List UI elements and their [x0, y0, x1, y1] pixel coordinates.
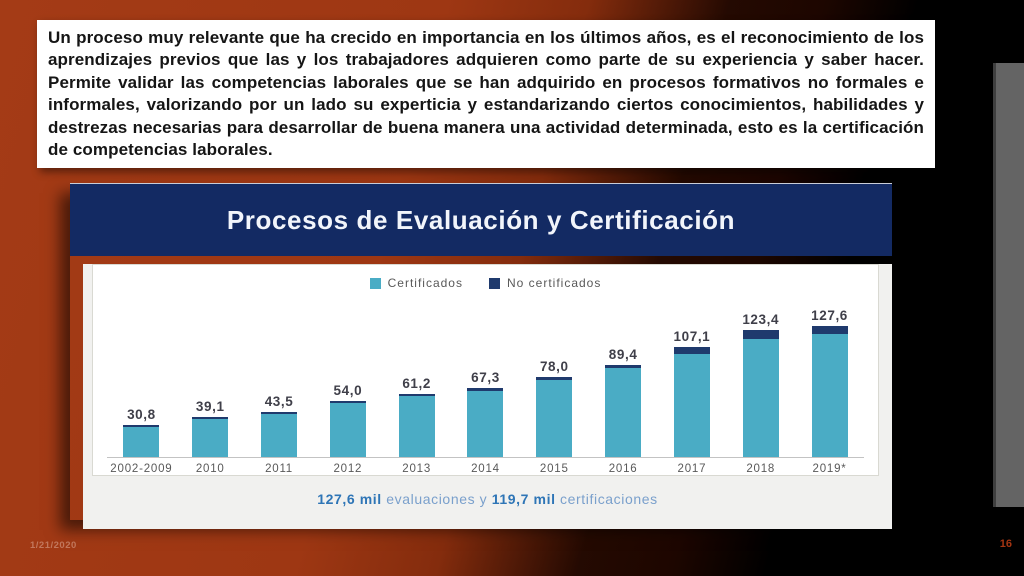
bar-segment-no-certificados	[329, 401, 366, 403]
bar-total-label: 61,2	[402, 376, 431, 391]
bar-segment-no-certificados	[467, 388, 504, 391]
caption-value-evaluaciones: 127,6 mil	[317, 490, 382, 507]
x-axis-category-label: 2018	[746, 463, 776, 475]
bar-group: 127,6	[795, 308, 864, 457]
x-axis-category-label: 2002-2009	[110, 463, 173, 475]
x-axis-category-label: 2016	[608, 463, 638, 475]
bar-group: 30,8	[107, 407, 176, 457]
bar-segment-no-certificados	[605, 365, 642, 368]
bar-group: 43,5	[245, 394, 314, 457]
x-axis-category-label: 2014	[471, 463, 500, 475]
bar-segment-no-certificados	[742, 330, 779, 339]
legend-item-no-certificados: No certificados	[488, 276, 602, 290]
bar-total-label: 127,6	[811, 308, 848, 323]
bar-group: 39,1	[176, 399, 245, 457]
bar-group: 78,0	[520, 359, 589, 457]
plot-panel: Certificados No certificados 30,8 39,1 43,…	[92, 264, 879, 476]
bars-row: 30,8 39,1 43,5 54,0 61,2 67,3 78,0 89,4 107,1 123…	[107, 308, 864, 458]
x-axis-category-label: 2013	[402, 463, 432, 475]
x-axis-labels: 2002-2009 2010 2011 2012 2013 2014 2015 2016 201…	[107, 458, 864, 475]
bar-total-label: 123,4	[742, 312, 780, 327]
caption-value-certificaciones: 119,7 mil	[491, 490, 556, 507]
bar-segment-certificados	[536, 380, 573, 457]
bar-segment-certificados	[398, 396, 435, 457]
bar-segment-no-certificados	[811, 326, 848, 334]
bar-total-label: 39,1	[195, 399, 225, 414]
bar-total-label: 89,4	[608, 347, 638, 362]
bar-total-label: 43,5	[264, 394, 294, 409]
bar-segment-no-certificados	[398, 394, 435, 396]
x-axis-category-label: 2017	[677, 463, 707, 475]
bar-segment-certificados	[192, 419, 229, 457]
right-gray-panel	[993, 63, 1024, 507]
bar-group: 107,1	[658, 329, 727, 457]
bar-total-label: 78,0	[539, 359, 569, 374]
bar-segment-no-certificados	[192, 417, 229, 419]
chart-title: Procesos de Evaluación y Certificación	[226, 204, 736, 235]
legend-item-certificados: Certificados	[369, 276, 463, 290]
bar-total-label: 54,0	[333, 383, 363, 398]
bar-segment-certificados	[329, 403, 366, 457]
slide-page-number: 16	[999, 538, 1012, 550]
legend-label: No certificados	[506, 276, 602, 290]
chart-card: Procesos de Evaluación y Certificación C…	[70, 183, 892, 529]
bar-segment-certificados	[123, 427, 160, 457]
caption-text: certificaciones	[555, 490, 658, 507]
bar-total-label: 107,1	[673, 329, 711, 344]
bar-group: 123,4	[726, 312, 795, 457]
legend-label: Certificados	[387, 276, 463, 290]
chart-body: Certificados No certificados 30,8 39,1 43,…	[83, 264, 892, 529]
x-axis-category-label: 2019*	[812, 463, 847, 475]
x-axis-category-label: 2011	[265, 463, 293, 475]
chart-caption: 127,6 mil evaluaciones y 119,7 mil certi…	[83, 476, 892, 521]
x-axis-category-label: 2012	[333, 463, 363, 475]
intro-paragraph: Un proceso muy relevante que ha crecido …	[48, 28, 924, 160]
bar-segment-certificados	[742, 339, 779, 457]
bar-total-label: 30,8	[127, 407, 156, 422]
chart-header-band: Procesos de Evaluación y Certificación	[70, 183, 892, 256]
bar-total-label: 67,3	[471, 370, 500, 385]
bar-segment-certificados	[811, 334, 848, 457]
bar-segment-no-certificados	[261, 412, 298, 414]
bar-group: 67,3	[451, 370, 520, 457]
bar-segment-certificados	[467, 391, 504, 457]
bar-segment-no-certificados	[673, 347, 710, 354]
certificados-swatch-icon	[369, 277, 381, 289]
intro-textbox: Un proceso muy relevante que ha crecido …	[37, 20, 935, 168]
slide-date: 1/21/2020	[30, 540, 77, 551]
no-certificados-swatch-icon	[488, 277, 500, 289]
bar-group: 54,0	[313, 383, 382, 457]
caption-text: evaluaciones y	[381, 490, 492, 507]
x-axis-category-label: 2010	[195, 463, 225, 475]
bar-segment-certificados	[605, 368, 642, 457]
bar-segment-certificados	[261, 414, 298, 457]
bar-group: 89,4	[589, 347, 658, 457]
bar-segment-no-certificados	[123, 425, 160, 427]
bar-segment-certificados	[673, 354, 710, 457]
bar-segment-no-certificados	[536, 377, 573, 380]
bar-group: 61,2	[382, 376, 451, 457]
chart-legend: Certificados No certificados	[93, 276, 878, 290]
x-axis-category-label: 2015	[539, 463, 569, 475]
